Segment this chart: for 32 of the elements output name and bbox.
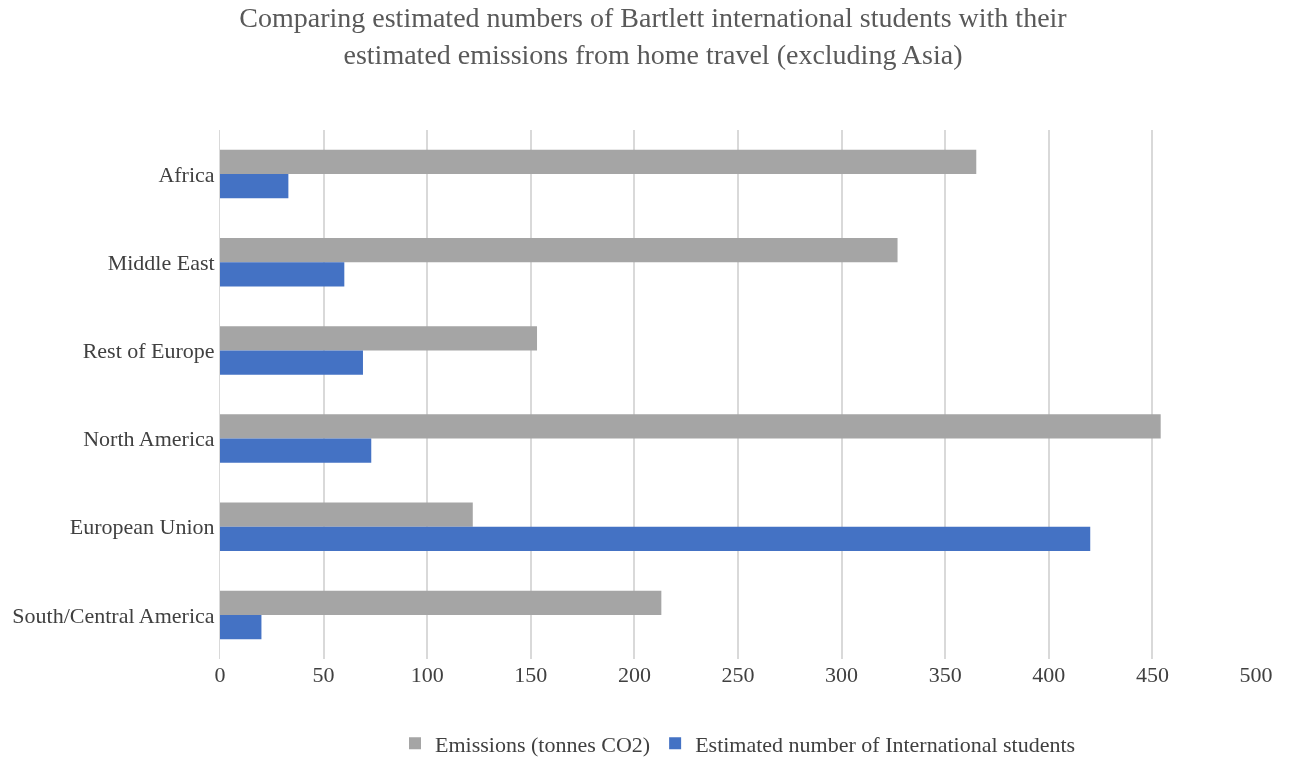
- legend-label: Estimated number of International students: [695, 731, 1076, 757]
- y-tick-label: Rest of Europe: [82, 338, 215, 364]
- x-tick-label: 350: [928, 662, 962, 687]
- y-tick-label: Middle East: [107, 249, 215, 275]
- bar: [220, 590, 662, 615]
- y-tick-label: North America: [83, 426, 215, 452]
- y-tick-label: European Union: [69, 514, 215, 540]
- bar: [220, 238, 898, 263]
- x-tick-label: 50: [312, 662, 335, 687]
- bar: [220, 326, 538, 351]
- bar: [220, 502, 473, 527]
- bar: [220, 174, 289, 199]
- bar: [220, 614, 262, 640]
- bar: [220, 414, 1161, 439]
- x-tick-label: 300: [825, 662, 859, 687]
- bar: [220, 149, 977, 175]
- x-tick-label: 500: [1239, 662, 1273, 687]
- x-tick-label: 100: [410, 662, 444, 687]
- x-tick-label: 400: [1032, 662, 1066, 687]
- legend-label: Emissions (tonnes CO2): [435, 731, 651, 757]
- bar: [220, 262, 345, 287]
- bar: [220, 350, 363, 375]
- x-tick-label: 150: [514, 662, 548, 687]
- x-tick-label: 200: [617, 662, 651, 687]
- bar: [220, 438, 372, 463]
- y-tick-label: South/Central America: [12, 602, 215, 628]
- x-tick-label: 250: [721, 662, 755, 687]
- y-tick-label: Africa: [158, 161, 215, 187]
- bar: [220, 526, 1091, 551]
- chart-title: Comparing estimated numbers of Bartlett international students with their estimated emissions from home travel (excluding Asia): [239, 2, 1068, 70]
- x-tick-label: 450: [1135, 662, 1169, 687]
- x-tick-label: 0: [214, 662, 226, 687]
